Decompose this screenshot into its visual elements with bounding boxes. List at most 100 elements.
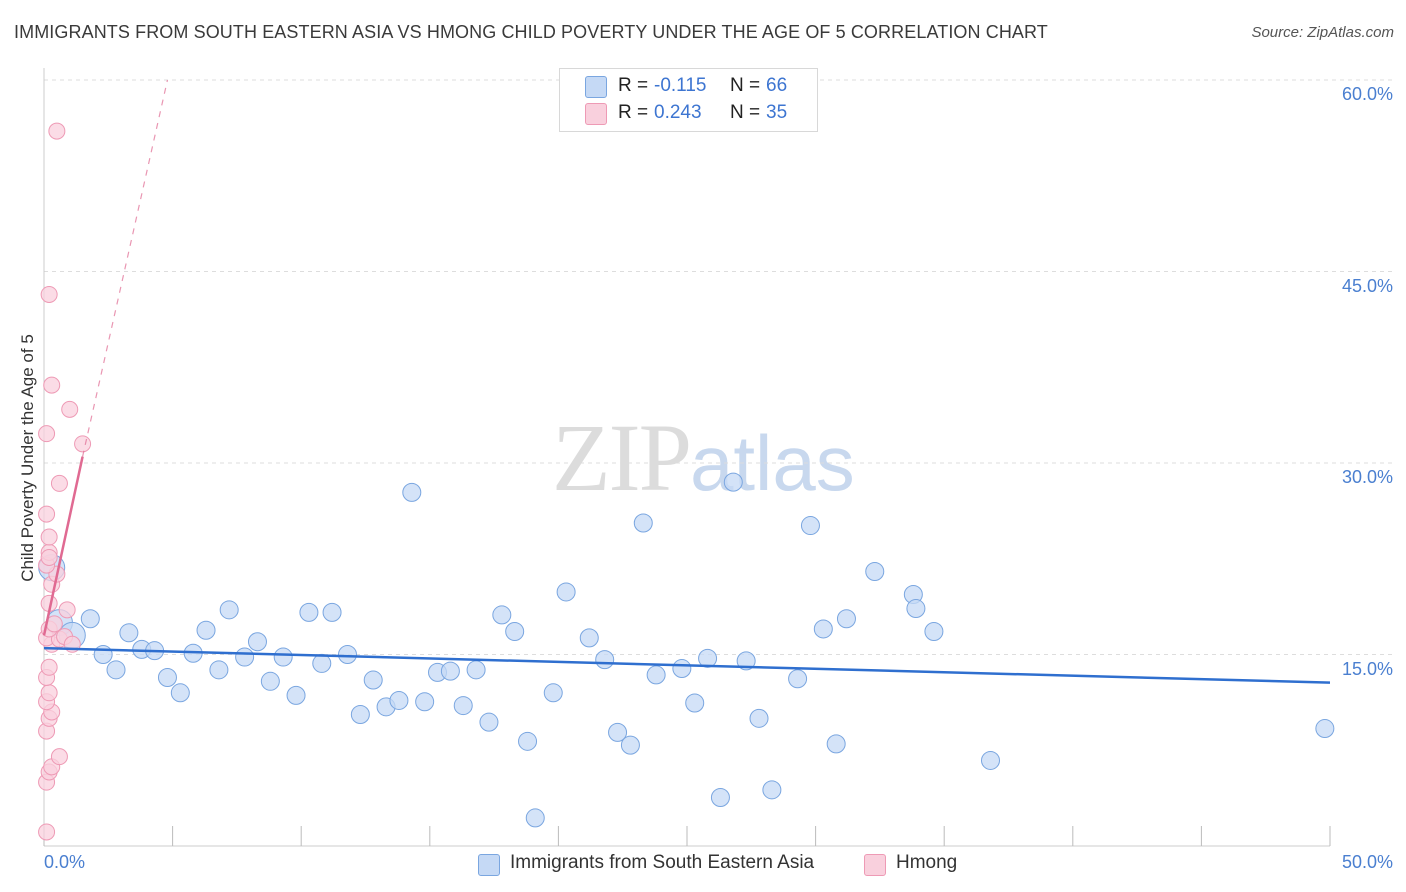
point-immigrants [556, 582, 576, 602]
legend-n-value: 66 [766, 75, 788, 96]
point-hmong [40, 285, 58, 303]
point-immigrants [633, 513, 653, 533]
point-immigrants [209, 660, 229, 680]
point-hmong [50, 474, 68, 492]
point-hmong [43, 376, 61, 394]
point-immigrants [698, 648, 718, 668]
point-immigrants [620, 735, 640, 755]
point-immigrants [106, 660, 126, 680]
trend-line-hmong-extrapolated [81, 79, 169, 457]
point-immigrants [595, 650, 615, 670]
point-hmong [40, 528, 58, 546]
legend-r-label: R = [618, 102, 649, 123]
point-hmong [38, 425, 56, 443]
point-hmong [38, 823, 56, 841]
point-hmong [48, 122, 66, 140]
point-immigrants [1315, 719, 1335, 739]
trend-line-immigrants [43, 646, 1331, 684]
point-immigrants [247, 632, 267, 652]
point-hmong [61, 400, 79, 418]
point-immigrants [826, 734, 846, 754]
point-immigrants [157, 667, 177, 687]
point-immigrants [453, 696, 473, 716]
point-immigrants [736, 651, 756, 671]
point-immigrants [543, 683, 563, 703]
legend-label-hmong: Hmong [896, 852, 958, 873]
point-immigrants [196, 620, 216, 640]
point-immigrants [518, 731, 538, 751]
watermark-zip: ZIP [552, 404, 692, 511]
legend-swatch-pink-icon [585, 103, 607, 125]
y-tick-label: 30.0% [1341, 467, 1393, 487]
axes [43, 68, 1331, 847]
point-immigrants [415, 692, 435, 712]
legend-r-value: -0.115 [654, 75, 707, 96]
point-immigrants [299, 602, 319, 622]
point-immigrants [119, 623, 139, 643]
series-immigrants-points [38, 472, 1335, 828]
point-immigrants [800, 516, 820, 536]
point-immigrants [273, 647, 293, 667]
point-immigrants [924, 622, 944, 642]
x-tick-label-max: 50.0% [1341, 852, 1393, 872]
point-immigrants [363, 670, 383, 690]
source-credit: Source: ZipAtlas.com [1251, 24, 1394, 41]
point-immigrants [235, 647, 255, 667]
point-immigrants [505, 622, 525, 642]
point-immigrants [525, 808, 545, 828]
correlation-legend: R = -0.115 N = 66 R = 0.243 N = 35 [559, 68, 818, 132]
watermark: ZIPatlas [552, 402, 855, 513]
trend-line-hmong [42, 456, 84, 636]
point-immigrants [389, 690, 409, 710]
point-immigrants [865, 562, 885, 582]
point-immigrants [685, 693, 705, 713]
point-immigrants [80, 609, 100, 629]
point-immigrants [723, 472, 743, 492]
y-tick-label: 15.0% [1341, 658, 1393, 679]
point-immigrants [608, 722, 628, 742]
point-immigrants [479, 712, 499, 732]
point-immigrants [219, 600, 239, 620]
point-immigrants [710, 787, 730, 807]
point-immigrants [672, 659, 692, 679]
point-immigrants [906, 599, 926, 619]
point-hmong [40, 684, 58, 702]
trend-lines [42, 79, 1331, 684]
point-immigrants [466, 660, 486, 680]
legend-swatch-pink-icon [864, 854, 886, 876]
grid-lines [44, 79, 1394, 655]
point-hmong [50, 748, 68, 766]
point-immigrants [749, 708, 769, 728]
point-immigrants [762, 780, 782, 800]
point-immigrants [312, 653, 332, 673]
point-hmong [38, 505, 56, 523]
point-immigrants [788, 669, 808, 689]
legend-swatch-blue-icon [478, 854, 500, 876]
point-immigrants [170, 683, 190, 703]
legend-r-label: R = [618, 75, 649, 96]
legend-r-value: 0.243 [654, 102, 702, 123]
point-hmong [40, 658, 58, 676]
point-hmong [58, 601, 76, 619]
legend-label-immigrants: Immigrants from South Eastern Asia [510, 852, 815, 873]
point-immigrants [93, 645, 113, 664]
y-tick-label: 45.0% [1341, 275, 1393, 296]
point-immigrants [579, 628, 599, 648]
point-immigrants [492, 605, 512, 625]
point-immigrants [980, 750, 1000, 770]
legend-n-value: 35 [766, 102, 788, 123]
point-immigrants [286, 685, 306, 705]
point-hmong [74, 435, 92, 453]
point-immigrants [440, 661, 460, 681]
point-immigrants [813, 619, 833, 639]
point-hmong [40, 548, 58, 566]
legend-n-label: N = [730, 102, 761, 123]
legend-n-label: N = [730, 75, 761, 96]
x-tick-label-min: 0.0% [44, 852, 86, 872]
legend-swatch-blue-icon [585, 76, 607, 98]
point-immigrants [337, 645, 357, 664]
series-hmong-points [38, 122, 92, 841]
series-legend: Immigrants from South Eastern Asia Hmong [0, 852, 1406, 878]
point-immigrants [646, 665, 666, 685]
